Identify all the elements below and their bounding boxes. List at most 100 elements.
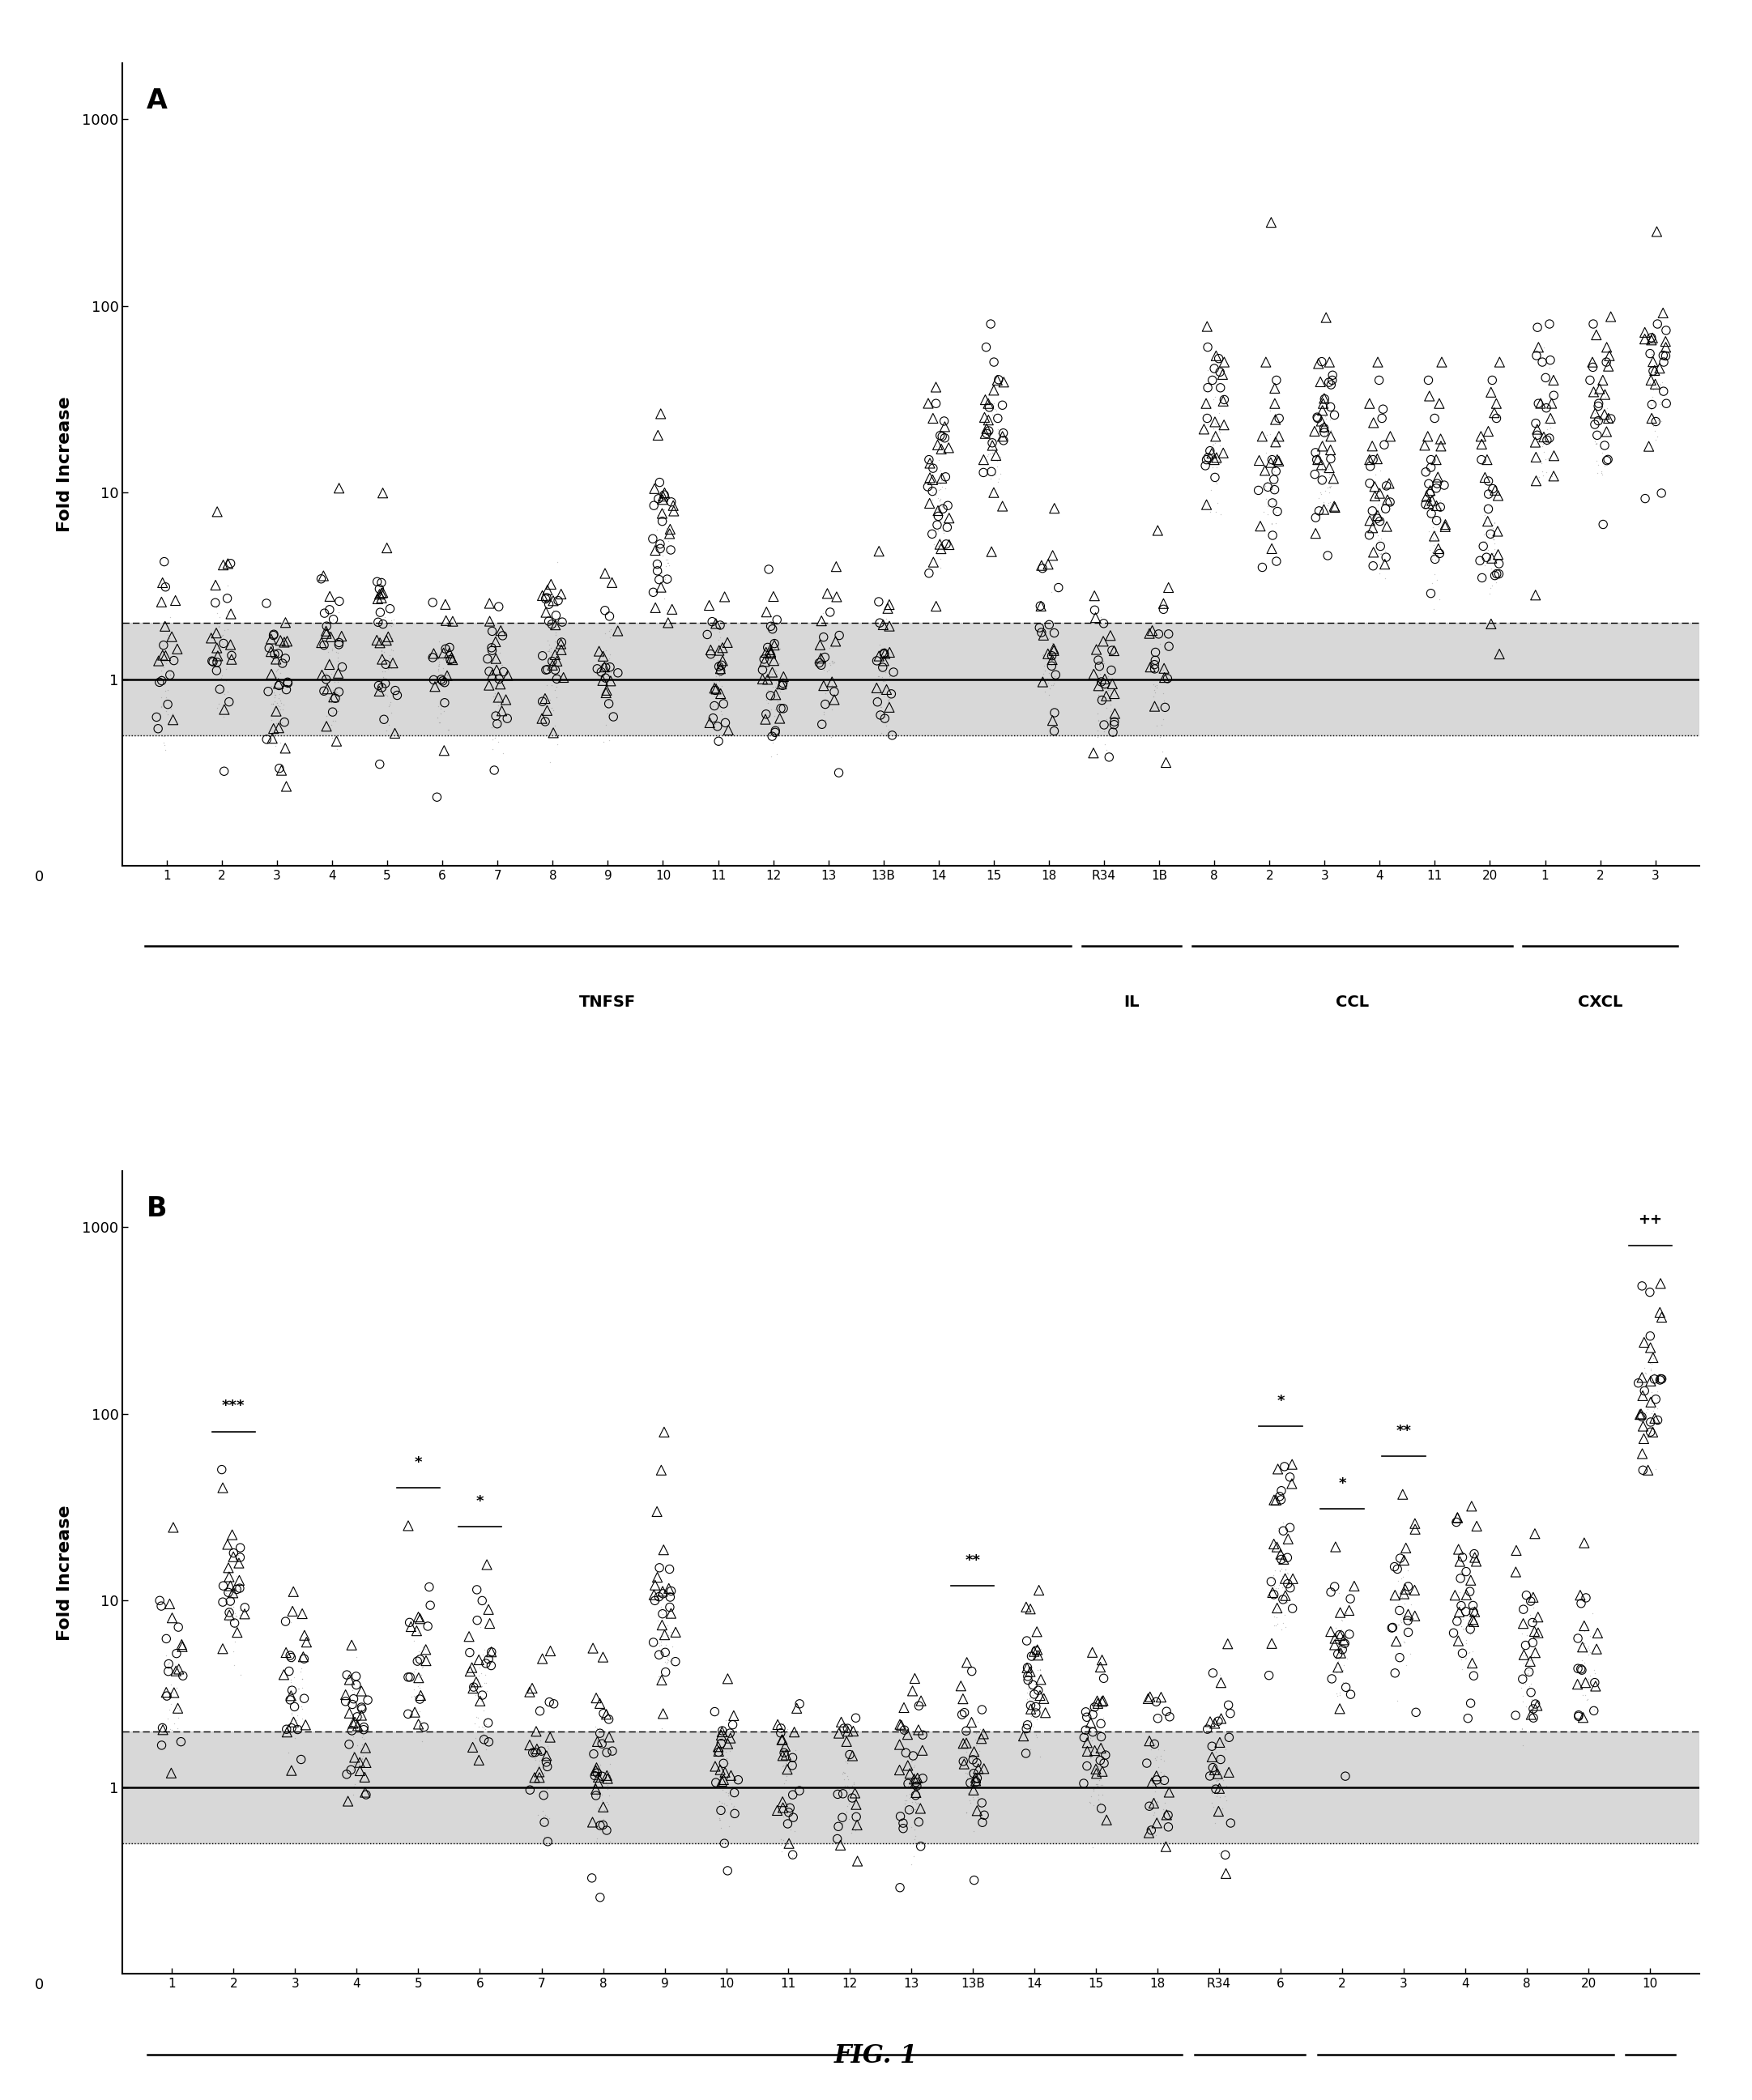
Point — [918, 475, 946, 508]
Point — [816, 689, 844, 722]
Point — [592, 1770, 620, 1804]
Point — [653, 1638, 682, 1672]
Point — [1200, 1707, 1228, 1741]
Point — [377, 649, 405, 682]
Point — [962, 1739, 990, 1772]
Point — [1519, 1693, 1547, 1726]
Point — [646, 1590, 675, 1623]
Point — [1391, 1588, 1419, 1621]
Point — [589, 1789, 617, 1823]
Point — [1084, 1783, 1113, 1816]
Point — [1337, 1581, 1365, 1615]
Point — [1083, 1709, 1111, 1743]
Point — [1645, 367, 1673, 401]
Point — [273, 666, 301, 699]
Point — [1486, 344, 1514, 378]
Point — [223, 1615, 251, 1648]
Point — [901, 1770, 929, 1804]
Point — [219, 1537, 247, 1571]
Point — [1358, 428, 1386, 462]
Point — [1638, 336, 1666, 370]
Point — [151, 1684, 179, 1718]
Point — [760, 649, 788, 682]
Point — [1647, 477, 1675, 510]
Point — [1016, 1672, 1044, 1705]
Point — [217, 1573, 245, 1606]
Point — [268, 670, 296, 704]
Point — [317, 619, 345, 653]
Point — [1149, 653, 1177, 687]
Point — [543, 680, 571, 714]
Point — [1156, 1701, 1184, 1735]
Point — [1214, 1688, 1242, 1722]
Point — [1517, 1682, 1545, 1716]
Point — [706, 609, 734, 643]
Point — [652, 1636, 680, 1669]
Point — [485, 706, 513, 739]
Point — [212, 1571, 240, 1604]
Point — [1388, 1606, 1416, 1640]
Point — [156, 691, 184, 724]
Point — [1367, 521, 1395, 554]
Point — [1081, 1735, 1109, 1768]
Point — [1475, 489, 1503, 523]
Point — [422, 781, 450, 815]
Point — [1023, 1634, 1051, 1667]
Point — [834, 1802, 862, 1835]
Point — [646, 1663, 675, 1697]
Point — [203, 607, 231, 640]
Point — [219, 1590, 247, 1623]
Point — [916, 462, 944, 496]
Y-axis label: Fold Increase: Fold Increase — [58, 397, 74, 531]
Point — [1139, 668, 1167, 701]
Point — [1361, 536, 1389, 569]
Point — [1395, 1604, 1423, 1638]
Point — [529, 1737, 557, 1770]
Point — [335, 1697, 363, 1730]
Point — [697, 672, 725, 706]
Point — [1084, 1682, 1113, 1716]
Point — [773, 1712, 801, 1745]
Point — [990, 424, 1018, 458]
Point — [151, 571, 179, 605]
Point — [645, 481, 673, 514]
Point — [769, 1722, 797, 1756]
Point — [1477, 376, 1505, 410]
Point — [706, 1802, 734, 1835]
Point — [158, 619, 186, 653]
Point — [899, 1785, 927, 1819]
Point — [1531, 361, 1559, 395]
Point — [594, 685, 622, 718]
Point — [487, 685, 515, 718]
Point — [159, 1680, 187, 1714]
Point — [529, 638, 557, 672]
Point — [1479, 512, 1507, 546]
Point — [653, 607, 682, 640]
Point — [929, 489, 957, 523]
Point — [531, 682, 559, 716]
Point — [1202, 464, 1230, 498]
Point — [520, 1739, 548, 1772]
Point — [834, 1712, 862, 1745]
Point — [1447, 1562, 1475, 1596]
Point — [1589, 458, 1617, 491]
Point — [1521, 1516, 1549, 1550]
Point — [583, 1758, 611, 1791]
Point — [659, 592, 687, 626]
Point — [219, 1634, 247, 1667]
Point — [1091, 680, 1120, 714]
Point — [815, 647, 843, 680]
Point — [405, 1634, 433, 1667]
Point — [960, 1716, 988, 1749]
Point — [809, 596, 837, 630]
Point — [1426, 428, 1454, 462]
Point — [524, 1753, 552, 1787]
Point — [471, 1705, 499, 1739]
Point — [1261, 403, 1289, 437]
Point — [375, 619, 403, 653]
Point — [1032, 638, 1060, 672]
Point — [599, 655, 627, 689]
Point — [1149, 676, 1177, 710]
Point — [1079, 657, 1107, 691]
Point — [652, 567, 680, 601]
